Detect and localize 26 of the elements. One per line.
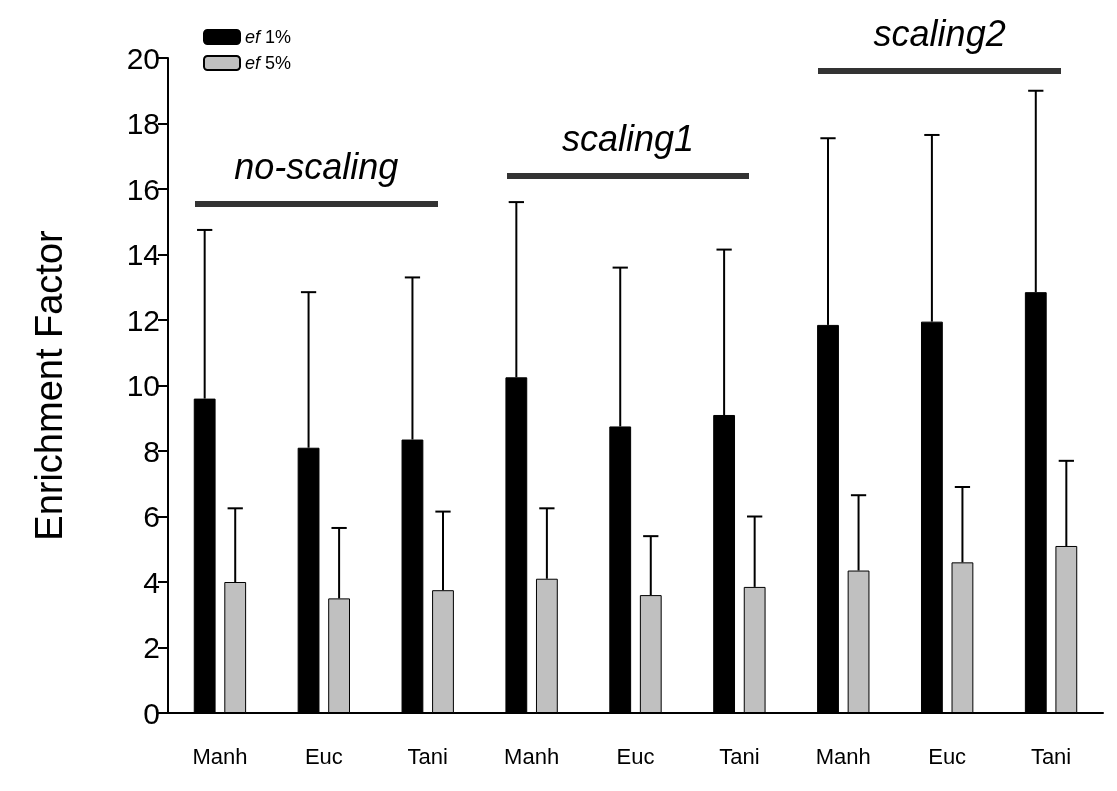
y-axis-title: Enrichment Factor <box>28 229 70 541</box>
x-tick-label: Manh <box>192 743 248 769</box>
x-tick-label: Tani <box>719 743 760 769</box>
y-tick-label: 6 <box>143 500 160 533</box>
text: scaling2 <box>872 13 1007 56</box>
x-tick-label: Euc <box>928 743 967 769</box>
y-tick-label: 0 <box>143 696 160 730</box>
y-tick-label: 10 <box>126 369 160 402</box>
y-tick-label: 2 <box>143 631 160 664</box>
x-tick-label: Euc <box>304 743 343 769</box>
x-tick-label: Euc <box>616 743 655 769</box>
legend-label: ef 5% <box>245 53 292 73</box>
y-tick-label: 12 <box>126 303 160 337</box>
annotation: scaling1 <box>560 117 696 160</box>
x-tick-label: Tani <box>1030 743 1072 769</box>
y-tick-label: 20 <box>126 41 160 75</box>
x-tick-label: Tani <box>407 743 448 769</box>
annotation: no-scaling <box>233 145 400 188</box>
y-tick-label: 18 <box>126 107 160 140</box>
y-tick-label: 16 <box>126 172 160 206</box>
x-tick-label: Manh <box>504 743 560 769</box>
legend-label: ef 1% <box>245 27 292 47</box>
y-tick-label: 14 <box>126 238 160 271</box>
x-tick-label: Manh <box>815 743 871 769</box>
y-tick-label: 8 <box>143 434 160 468</box>
y-tick-label: 4 <box>143 565 160 599</box>
